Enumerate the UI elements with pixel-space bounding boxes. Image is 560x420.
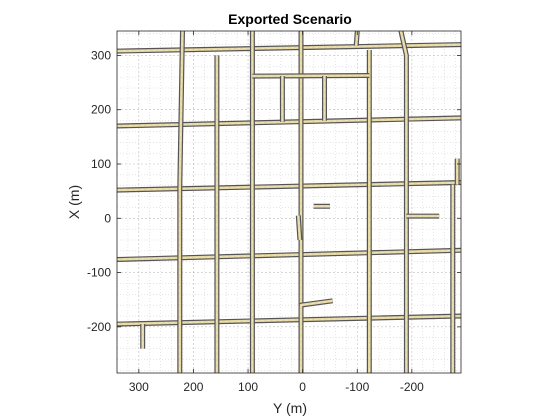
road-surface	[117, 116, 461, 128]
road	[295, 215, 303, 241]
y-axis-label: X (m)	[66, 185, 82, 219]
road-surface	[178, 31, 184, 373]
road	[177, 31, 185, 373]
road	[398, 31, 409, 373]
lane-marking	[298, 215, 301, 241]
road-network	[117, 31, 461, 373]
y-tick-label: 200	[91, 103, 111, 117]
road-surface	[252, 74, 370, 78]
road	[298, 298, 334, 319]
y-axis-ticks: 300 200 100 0 -100 -200	[87, 48, 461, 334]
road-surface	[117, 314, 461, 326]
chart-title: Exported Scenario	[228, 11, 352, 27]
y-tick-label: -100	[87, 266, 111, 280]
road	[117, 180, 461, 193]
lane-marking	[300, 300, 333, 319]
y-tick-label: 100	[91, 157, 111, 171]
y-tick-label: -200	[87, 320, 111, 334]
x-tick-label: -200	[400, 380, 424, 394]
y-tick-label: 0	[104, 211, 111, 225]
lane-marking	[400, 31, 407, 373]
lane-marking	[252, 75, 370, 77]
road	[117, 313, 461, 327]
x-axis-ticks: 300 200 100 0 -100 -200	[129, 31, 424, 394]
road	[117, 247, 461, 262]
x-tick-label: 300	[129, 380, 149, 394]
road-surface	[117, 181, 461, 192]
road-surface	[117, 249, 461, 261]
x-tick-label: 100	[238, 380, 258, 394]
x-tick-label: 0	[299, 380, 306, 394]
x-tick-label: 200	[183, 380, 203, 394]
x-axis-label: Y (m)	[273, 400, 307, 416]
plot-area	[116, 30, 462, 374]
x-tick-label: -100	[345, 380, 369, 394]
major-grid	[117, 31, 461, 373]
y-tick-label: 300	[91, 48, 111, 62]
axes-frame	[116, 30, 462, 374]
road	[117, 115, 461, 129]
road	[252, 73, 370, 79]
